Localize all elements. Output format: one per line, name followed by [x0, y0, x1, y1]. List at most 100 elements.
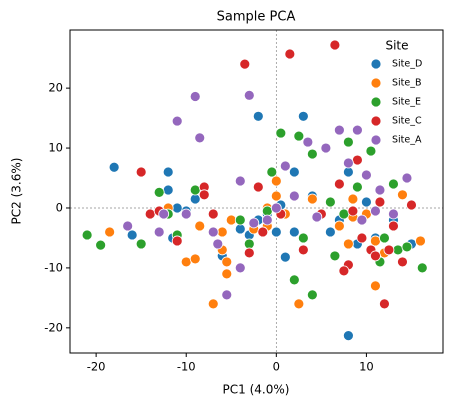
plot-frame: [69, 29, 444, 354]
point: [198, 189, 210, 201]
point: [216, 226, 228, 238]
point: [194, 220, 206, 232]
point: [189, 193, 201, 205]
point: [347, 205, 359, 217]
point: [189, 91, 201, 102]
point: [347, 193, 359, 205]
point: [388, 178, 399, 190]
x-tick-label: -20: [87, 360, 106, 374]
point: [297, 232, 309, 244]
point: [261, 205, 273, 217]
point: [302, 136, 314, 148]
point: [361, 169, 372, 181]
point: [234, 175, 246, 187]
point: [379, 298, 390, 310]
point: [288, 166, 300, 178]
point: [311, 211, 323, 223]
point: [374, 184, 386, 196]
y-tick-label: 0: [56, 200, 63, 214]
x-tick-label: -10: [177, 360, 196, 374]
legend-marker: [370, 96, 382, 108]
point: [279, 160, 291, 172]
point: [293, 130, 305, 142]
legend-label: Site_B: [392, 78, 422, 89]
point: [370, 250, 381, 262]
point: [388, 220, 399, 232]
point: [352, 181, 363, 193]
point: [342, 238, 354, 250]
point: [207, 226, 219, 238]
point: [288, 226, 300, 238]
point: [81, 229, 93, 241]
point: [329, 39, 341, 51]
point: [401, 172, 413, 184]
point: [248, 217, 260, 229]
point: [153, 186, 165, 198]
point: [365, 145, 377, 157]
legend-title: Site: [385, 39, 408, 53]
point: [221, 268, 233, 280]
point: [416, 262, 428, 274]
point: [95, 239, 107, 251]
point: [108, 161, 120, 173]
point: [158, 208, 170, 220]
legend-marker: [370, 134, 382, 146]
point: [356, 214, 368, 226]
point: [392, 244, 404, 256]
point: [293, 298, 305, 310]
point: [257, 226, 269, 238]
point: [306, 289, 318, 301]
point: [221, 289, 233, 301]
point: [297, 110, 309, 122]
chart-title: Sample PCA: [217, 10, 296, 25]
point: [397, 256, 408, 268]
point: [207, 208, 219, 220]
point: [342, 157, 354, 169]
point: [333, 124, 345, 136]
point: [180, 208, 192, 220]
point: [126, 229, 138, 241]
point: [162, 184, 174, 196]
point: [180, 256, 192, 268]
point: [275, 127, 287, 139]
point: [225, 214, 237, 226]
point: [297, 244, 309, 256]
point: [352, 124, 363, 136]
point: [212, 238, 224, 250]
point: [171, 202, 183, 214]
point: [189, 253, 201, 265]
point: [135, 166, 147, 178]
point: [333, 178, 345, 190]
point: [122, 220, 134, 232]
point: [306, 148, 318, 160]
point: [288, 190, 300, 202]
point: [388, 208, 399, 220]
legend-label: Site_E: [392, 97, 421, 108]
point: [153, 226, 165, 238]
y-tick-label: -10: [44, 260, 63, 274]
point: [162, 166, 174, 178]
point: [243, 89, 255, 101]
point: [329, 250, 341, 262]
point: [270, 202, 282, 214]
x-axis-label: PC1 (4.0%): [223, 383, 290, 397]
point: [252, 110, 264, 122]
point: [234, 223, 246, 235]
point: [234, 214, 246, 226]
point: [324, 196, 336, 208]
point: [270, 190, 282, 202]
legend-label: Site_A: [392, 135, 422, 146]
legend-label: Site_D: [392, 59, 422, 70]
x-tick-label: 10: [359, 360, 374, 374]
point: [370, 235, 381, 247]
point: [342, 166, 354, 178]
point: [284, 48, 296, 60]
point: [338, 265, 350, 277]
point: [194, 132, 206, 144]
y-axis-label: PC2 (3.6%): [10, 158, 24, 225]
point: [374, 196, 386, 208]
point: [320, 142, 332, 154]
point: [243, 238, 255, 250]
point: [239, 58, 251, 70]
point: [333, 220, 345, 232]
